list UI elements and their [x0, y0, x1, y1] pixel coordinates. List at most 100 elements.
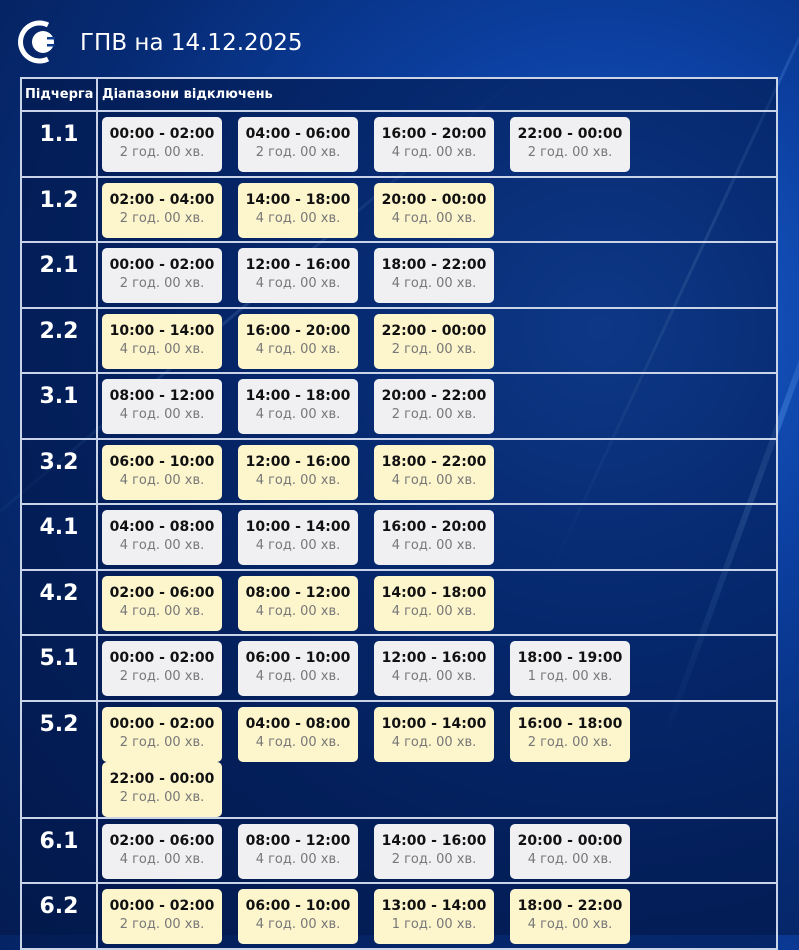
slot-duration: 4 год. 00 хв. [119, 603, 205, 619]
outage-slot: 06:00 - 10:00 4 год. 00 хв. [102, 444, 222, 500]
slot-time-range: 16:00 - 20:00 [381, 519, 487, 535]
slot-duration: 4 год. 00 хв. [119, 407, 205, 422]
outage-slot: 14:00 - 16:00 2 год. 00 хв. [374, 823, 494, 879]
table-row: 3.1 08:00 - 12:00 4 год. 00 хв. 14:00 - 18:… [20, 372, 778, 440]
outage-slot: 22:00 - 00:00 2 год. 00 хв. [510, 117, 630, 172]
outage-ranges: 02:00 - 06:00 4 год. 00 хв. 08:00 - 12:00 4… [96, 816, 778, 884]
outage-slot: 14:00 - 18:00 4 год. 00 хв. [374, 575, 494, 631]
outage-ranges: 08:00 - 12:00 4 год. 00 хв. 14:00 - 18:00 4… [96, 372, 778, 440]
table-row: 6.2 00:00 - 02:00 2 год. 00 хв. 06:00 - 10:… [20, 882, 778, 950]
outage-slot: 06:00 - 10:00 4 год. 00 хв. [238, 641, 358, 696]
slot-time-range: 02:00 - 04:00 [109, 191, 215, 208]
slot-duration: 2 год. 00 хв. [527, 734, 613, 750]
slot-time-range: 08:00 - 12:00 [109, 388, 215, 404]
slot-duration: 4 год. 00 хв. [119, 341, 205, 357]
outage-slot: 12:00 - 16:00 4 год. 00 хв. [238, 444, 358, 500]
outage-slot: 18:00 - 19:00 1 год. 00 хв. [510, 641, 630, 696]
outage-schedule-table: Підчерга Діапазони відключень 1.1 00:00 -… [20, 77, 778, 950]
table-row: 5.2 00:00 - 02:00 2 год. 00 хв. 04:00 - 08:… [20, 699, 778, 819]
outage-ranges: 00:00 - 02:00 2 год. 00 хв. 12:00 - 16:00 4… [96, 241, 778, 309]
slot-time-range: 18:00 - 22:00 [517, 898, 623, 914]
slot-time-range: 08:00 - 12:00 [245, 584, 351, 601]
outage-slot: 12:00 - 16:00 4 год. 00 хв. [374, 641, 494, 696]
slot-time-range: 08:00 - 12:00 [245, 832, 351, 849]
slot-duration: 4 год. 00 хв. [391, 276, 477, 291]
slot-duration: 4 год. 00 хв. [255, 472, 341, 488]
slot-duration: 2 год. 00 хв. [119, 145, 205, 160]
slot-duration: 2 год. 00 хв. [391, 407, 477, 422]
outage-slot: 04:00 - 08:00 4 год. 00 хв. [238, 706, 358, 762]
table-row: 4.2 02:00 - 06:00 4 год. 00 хв. 08:00 - 12:… [20, 568, 778, 636]
slot-duration: 4 год. 00 хв. [527, 917, 613, 932]
subqueue-label: 1.2 [20, 175, 98, 243]
page-title: ГПВ на 14.12.2025 [80, 30, 303, 56]
outage-slot: 00:00 - 02:00 2 год. 00 хв. [102, 117, 222, 172]
slot-time-range: 12:00 - 16:00 [245, 453, 351, 470]
slot-duration: 4 год. 00 хв. [391, 669, 477, 684]
table-row: 5.1 00:00 - 02:00 2 год. 00 хв. 06:00 - 10:… [20, 634, 778, 702]
slot-time-range: 00:00 - 02:00 [109, 126, 215, 142]
outage-ranges: 00:00 - 02:00 2 год. 00 хв. 04:00 - 06:00 2… [96, 110, 778, 178]
outage-slot: 22:00 - 00:00 2 год. 00 хв. [102, 761, 222, 817]
slot-duration: 4 год. 00 хв. [391, 145, 477, 160]
outage-slot: 13:00 - 14:00 1 год. 00 хв. [374, 889, 494, 944]
outage-slot: 08:00 - 12:00 4 год. 00 хв. [102, 379, 222, 434]
slot-time-range: 18:00 - 19:00 [517, 650, 623, 666]
slot-time-range: 20:00 - 22:00 [381, 388, 487, 404]
outage-slot: 04:00 - 08:00 4 год. 00 хв. [102, 510, 222, 565]
slot-duration: 4 год. 00 хв. [391, 734, 477, 750]
slot-duration: 4 год. 00 хв. [255, 917, 341, 932]
slot-duration: 4 год. 00 хв. [255, 407, 341, 422]
outage-slot: 02:00 - 06:00 4 год. 00 хв. [102, 575, 222, 631]
outage-slot: 04:00 - 06:00 2 год. 00 хв. [238, 117, 358, 172]
table-row: 6.1 02:00 - 06:00 4 год. 00 хв. 08:00 - 12:… [20, 816, 778, 884]
header-subqueue: Підчерга [20, 77, 98, 112]
slot-duration: 4 год. 00 хв. [255, 538, 341, 553]
outage-slot: 20:00 - 00:00 4 год. 00 хв. [510, 823, 630, 879]
slot-time-range: 00:00 - 02:00 [109, 898, 215, 914]
slot-duration: 2 год. 00 хв. [527, 145, 613, 160]
slot-time-range: 04:00 - 06:00 [245, 126, 351, 142]
slot-time-range: 10:00 - 14:00 [109, 322, 215, 339]
slot-duration: 4 год. 00 хв. [527, 851, 613, 867]
slot-time-range: 00:00 - 02:00 [109, 257, 215, 273]
outage-slot: 00:00 - 02:00 2 год. 00 хв. [102, 706, 222, 762]
slot-duration: 2 год. 00 хв. [119, 917, 205, 932]
slot-time-range: 14:00 - 18:00 [245, 191, 351, 208]
table-row: 3.2 06:00 - 10:00 4 год. 00 хв. 12:00 - 16:… [20, 437, 778, 505]
slot-duration: 4 год. 00 хв. [119, 538, 205, 553]
slot-time-range: 16:00 - 18:00 [517, 715, 623, 732]
slot-duration: 4 год. 00 хв. [255, 851, 341, 867]
outage-ranges: 02:00 - 04:00 2 год. 00 хв. 14:00 - 18:00 4… [96, 175, 778, 243]
outage-slot: 00:00 - 02:00 2 год. 00 хв. [102, 641, 222, 696]
subqueue-label: 6.1 [20, 816, 98, 884]
slot-time-range: 06:00 - 10:00 [245, 650, 351, 666]
table-row: 2.2 10:00 - 14:00 4 год. 00 хв. 16:00 - 20:… [20, 306, 778, 374]
slot-time-range: 22:00 - 00:00 [517, 126, 623, 142]
slot-time-range: 04:00 - 08:00 [245, 715, 351, 732]
logo-icon [18, 20, 55, 64]
table-row: 1.1 00:00 - 02:00 2 год. 00 хв. 04:00 - 06:… [20, 110, 778, 178]
slot-time-range: 18:00 - 22:00 [381, 257, 487, 273]
table-row: 2.1 00:00 - 02:00 2 год. 00 хв. 12:00 - 16:… [20, 241, 778, 309]
subqueue-label: 4.1 [20, 503, 98, 571]
outage-slot: 16:00 - 20:00 4 год. 00 хв. [238, 313, 358, 369]
slot-time-range: 20:00 - 00:00 [517, 832, 623, 849]
subqueue-label: 6.2 [20, 882, 98, 950]
slot-duration: 4 год. 00 хв. [255, 603, 341, 619]
slot-time-range: 02:00 - 06:00 [109, 584, 215, 601]
slot-time-range: 04:00 - 08:00 [109, 519, 215, 535]
slot-duration: 4 год. 00 хв. [255, 669, 341, 684]
slot-duration: 4 год. 00 хв. [119, 851, 205, 867]
outage-ranges: 02:00 - 06:00 4 год. 00 хв. 08:00 - 12:00 4… [96, 568, 778, 636]
outage-ranges: 00:00 - 02:00 2 год. 00 хв. 06:00 - 10:00 4… [96, 882, 778, 950]
subqueue-label: 1.1 [20, 110, 98, 178]
outage-slot: 02:00 - 04:00 2 год. 00 хв. [102, 182, 222, 238]
slot-time-range: 14:00 - 16:00 [381, 832, 487, 849]
slot-duration: 4 год. 00 хв. [119, 472, 205, 488]
outage-slot: 10:00 - 14:00 4 год. 00 хв. [238, 510, 358, 565]
table-row: 1.2 02:00 - 04:00 2 год. 00 хв. 14:00 - 18:… [20, 175, 778, 243]
slot-time-range: 06:00 - 10:00 [245, 898, 351, 914]
slot-time-range: 06:00 - 10:00 [109, 453, 215, 470]
slot-duration: 1 год. 00 хв. [391, 917, 477, 932]
